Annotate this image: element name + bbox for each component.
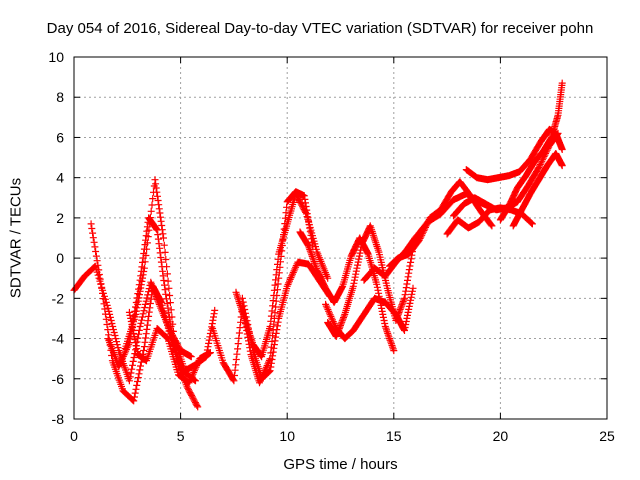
y-tick-label: 10 — [48, 49, 64, 65]
y-tick-label: -4 — [52, 331, 65, 347]
y-tick-labels: -8 -6 -4 -2 0 2 4 6 8 10 — [48, 49, 64, 427]
data-points — [70, 79, 566, 411]
series-markers — [386, 178, 496, 270]
series-markers — [322, 284, 417, 343]
y-tick-label: -6 — [52, 371, 65, 387]
x-tick-label: 0 — [70, 428, 78, 444]
x-tick-label: 25 — [599, 428, 615, 444]
y-tick-label: 2 — [56, 210, 64, 226]
x-tick-label: 10 — [279, 428, 295, 444]
y-tick-label: 4 — [56, 170, 64, 186]
x-tick-label: 20 — [493, 428, 509, 444]
y-tick-label: -8 — [52, 411, 65, 427]
y-tick-label: 0 — [56, 250, 64, 266]
y-tick-label: 8 — [56, 89, 64, 105]
x-tick-labels: 0 5 10 15 20 25 — [70, 428, 615, 444]
x-tick-label: 15 — [386, 428, 402, 444]
plot-frame — [73, 56, 608, 420]
y-tick-label: -2 — [52, 290, 65, 306]
series-markers — [509, 150, 566, 230]
series-18 — [509, 150, 566, 230]
chart-title: Day 054 of 2016, Sidereal Day-to-day VTE… — [46, 20, 594, 37]
series-13 — [386, 178, 496, 270]
x-axis-label: GPS time / hours — [283, 456, 398, 473]
series-5 — [125, 308, 214, 387]
grid-lines — [73, 56, 608, 420]
series-markers — [496, 79, 566, 224]
y-axis-label: SDTVAR / TECUs — [7, 177, 25, 299]
series-17 — [496, 79, 566, 224]
series-11 — [322, 284, 417, 343]
x-tick-label: 5 — [177, 428, 185, 444]
series-markers — [125, 308, 214, 387]
y-tick-label: 6 — [56, 129, 64, 145]
